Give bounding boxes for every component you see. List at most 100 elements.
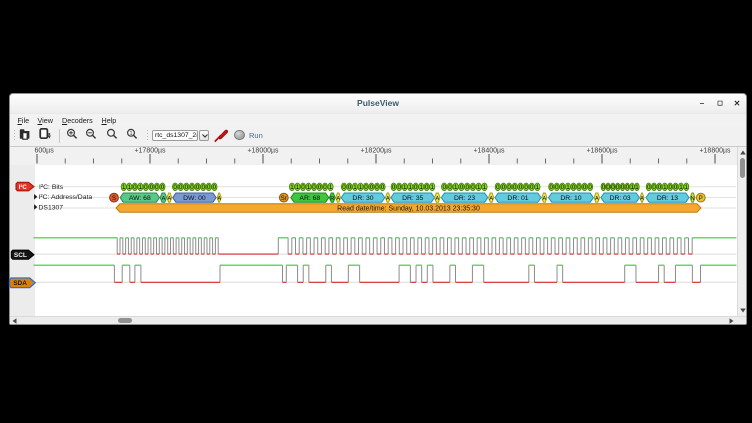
svg-text:0: 0 <box>342 184 346 191</box>
svg-text:0: 0 <box>611 184 615 191</box>
svg-text:1: 1 <box>403 184 407 191</box>
svg-text:0: 0 <box>173 184 177 191</box>
svg-text:1: 1 <box>408 184 412 191</box>
svg-text:0: 0 <box>196 184 200 191</box>
svg-text:A: A <box>217 196 221 202</box>
svg-text:1: 1 <box>419 184 423 191</box>
svg-text:1: 1 <box>139 184 143 191</box>
svg-text:0: 0 <box>588 184 592 191</box>
svg-text:1: 1 <box>359 184 363 191</box>
svg-text:1: 1 <box>536 184 540 191</box>
svg-text:Read date/time: Sunday, 10.03.: Read date/time: Sunday, 10.03.2013 23:35… <box>337 206 480 213</box>
svg-text:+18600µs: +18600µs <box>586 148 618 155</box>
svg-text:0: 0 <box>647 184 651 191</box>
svg-text:0: 0 <box>318 184 322 191</box>
svg-text:1: 1 <box>483 184 487 191</box>
svg-text:1: 1 <box>685 184 689 191</box>
svg-text:0: 0 <box>348 184 352 191</box>
svg-text:+18200µs: +18200µs <box>360 148 392 155</box>
svg-text:DR: 30: DR: 30 <box>352 195 373 202</box>
svg-text:DR: 23: DR: 23 <box>454 195 475 202</box>
svg-text:0: 0 <box>150 184 154 191</box>
svg-text:1: 1 <box>122 184 126 191</box>
svg-text:0: 0 <box>155 184 159 191</box>
svg-text:0: 0 <box>414 184 418 191</box>
svg-text:R: R <box>330 196 334 202</box>
svg-text:A: A <box>386 196 390 202</box>
svg-text:DW: 00: DW: 00 <box>183 195 206 202</box>
svg-text:+17800µs: +17800µs <box>134 148 166 155</box>
svg-text:0: 0 <box>185 184 189 191</box>
svg-text:0: 0 <box>674 184 678 191</box>
svg-text:0: 0 <box>621 184 625 191</box>
svg-text:0: 0 <box>496 184 500 191</box>
svg-text:0: 0 <box>201 184 205 191</box>
svg-text:0: 0 <box>572 184 576 191</box>
svg-text:0: 0 <box>179 184 183 191</box>
svg-text:S: S <box>112 196 116 202</box>
svg-text:AW: 68: AW: 68 <box>129 195 151 202</box>
svg-text:DR: 03: DR: 03 <box>610 195 631 202</box>
svg-text:0: 0 <box>524 184 528 191</box>
svg-text:0: 0 <box>392 184 396 191</box>
svg-text:0: 0 <box>507 184 511 191</box>
svg-text:0: 0 <box>626 184 630 191</box>
svg-text:0: 0 <box>513 184 517 191</box>
svg-text:P: P <box>699 196 703 202</box>
svg-text:0: 0 <box>519 184 523 191</box>
svg-text:1: 1 <box>477 184 481 191</box>
svg-text:0: 0 <box>161 184 165 191</box>
svg-text:1: 1 <box>566 184 570 191</box>
svg-text:N: N <box>691 196 695 202</box>
svg-text:0: 0 <box>375 184 379 191</box>
svg-text:A: A <box>168 196 172 202</box>
svg-text:1: 1 <box>635 184 639 191</box>
svg-text:0: 0 <box>561 184 565 191</box>
svg-text:DR: 10: DR: 10 <box>560 195 581 202</box>
svg-text:0: 0 <box>652 184 656 191</box>
svg-text:I²C: I²C <box>19 184 28 191</box>
svg-text:0: 0 <box>364 184 368 191</box>
svg-text:DR: 13: DR: 13 <box>657 195 678 202</box>
svg-text:600µs: 600µs <box>35 148 55 155</box>
svg-text:0: 0 <box>616 184 620 191</box>
svg-text:0: 0 <box>550 184 554 191</box>
svg-text:1: 1 <box>128 184 132 191</box>
svg-text:A: A <box>336 196 340 202</box>
svg-text:0: 0 <box>213 184 217 191</box>
svg-text:1: 1 <box>329 184 333 191</box>
svg-text:0: 0 <box>144 184 148 191</box>
svg-text:1: 1 <box>129 131 132 137</box>
svg-text:1: 1 <box>630 184 634 191</box>
svg-text:1: 1 <box>307 184 311 191</box>
svg-text:0: 0 <box>425 184 429 191</box>
svg-text:0: 0 <box>606 184 610 191</box>
svg-text:0: 0 <box>602 184 606 191</box>
svg-text:1: 1 <box>290 184 294 191</box>
svg-text:1: 1 <box>454 184 458 191</box>
svg-text:DS1307: DS1307 <box>39 204 64 211</box>
svg-text:0: 0 <box>312 184 316 191</box>
svg-text:0: 0 <box>323 184 327 191</box>
svg-text:0: 0 <box>577 184 581 191</box>
svg-text:1: 1 <box>663 184 667 191</box>
svg-text:0: 0 <box>448 184 452 191</box>
svg-text:0: 0 <box>583 184 587 191</box>
svg-text:0: 0 <box>658 184 662 191</box>
svg-text:Sr: Sr <box>281 196 287 202</box>
svg-text:A: A <box>162 196 166 202</box>
svg-text:+18400µs: +18400µs <box>473 148 505 155</box>
svg-text:0: 0 <box>370 184 374 191</box>
svg-text:I²C: Address/Data: I²C: Address/Data <box>39 194 93 201</box>
svg-text:0: 0 <box>442 184 446 191</box>
svg-text:SDA: SDA <box>13 280 27 287</box>
svg-text:A: A <box>595 196 599 202</box>
svg-text:0: 0 <box>465 184 469 191</box>
svg-text:1: 1 <box>353 184 357 191</box>
svg-text:A: A <box>640 196 644 202</box>
svg-text:A: A <box>435 196 439 202</box>
svg-text:DR: 01: DR: 01 <box>507 195 528 202</box>
svg-text:0: 0 <box>133 184 137 191</box>
svg-text:0: 0 <box>471 184 475 191</box>
svg-text:0: 0 <box>190 184 194 191</box>
